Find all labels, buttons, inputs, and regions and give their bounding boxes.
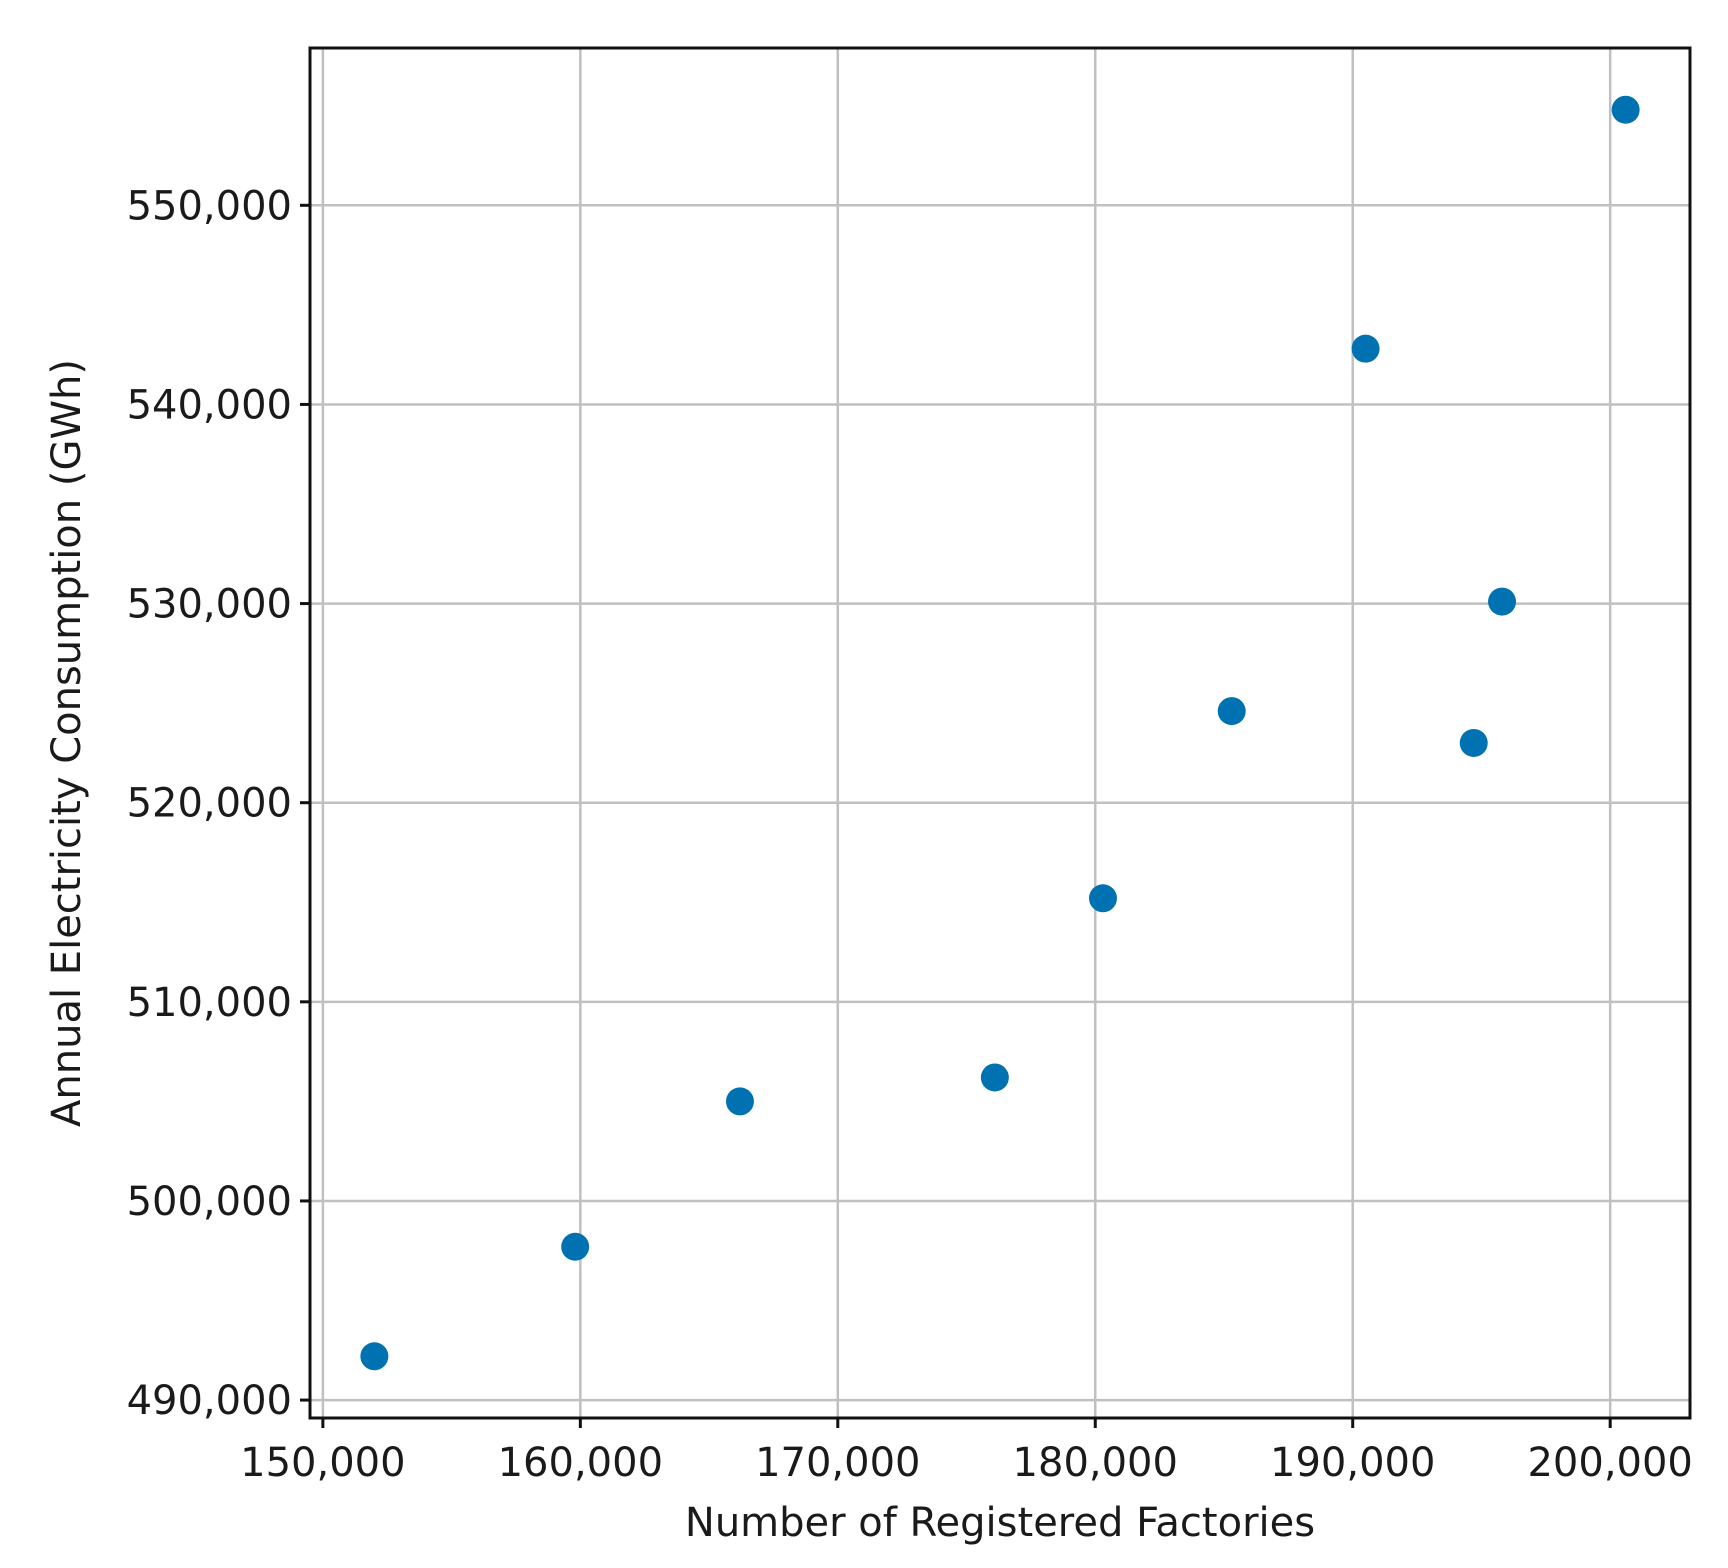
x-tick-label: 180,000 bbox=[1013, 1440, 1178, 1486]
y-tick-label: 510,000 bbox=[127, 980, 292, 1026]
data-point bbox=[1351, 334, 1380, 363]
x-tick-label: 200,000 bbox=[1527, 1440, 1692, 1486]
grid-layer bbox=[310, 48, 1690, 1418]
points-layer bbox=[360, 95, 1640, 1371]
x-tick-label: 170,000 bbox=[755, 1440, 920, 1486]
data-point bbox=[980, 1063, 1009, 1092]
y-tick-label: 540,000 bbox=[127, 382, 292, 428]
plot-frame bbox=[308, 46, 1692, 1420]
data-point bbox=[360, 1342, 389, 1371]
x-tick-label: 150,000 bbox=[240, 1440, 405, 1486]
y-tick-label: 530,000 bbox=[127, 582, 292, 628]
y-axis-title: Annual Electricity Consumption (GWh) bbox=[44, 359, 90, 1127]
data-point bbox=[1217, 697, 1246, 726]
y-tick-label: 520,000 bbox=[127, 781, 292, 827]
data-point bbox=[1088, 884, 1117, 913]
data-point bbox=[561, 1232, 590, 1261]
y-tick-label: 550,000 bbox=[127, 183, 292, 229]
data-point bbox=[1611, 95, 1640, 124]
data-point bbox=[1459, 728, 1488, 757]
x-tick-label: 160,000 bbox=[498, 1440, 663, 1486]
y-tick-label: 490,000 bbox=[127, 1378, 292, 1424]
data-point bbox=[1488, 587, 1517, 616]
y-tick-label: 500,000 bbox=[127, 1179, 292, 1225]
x-axis-title: Number of Registered Factories bbox=[685, 1500, 1315, 1546]
ticks-layer: 150,000 160,000 170,000 180,000 190,000 200,0… bbox=[127, 183, 1693, 1486]
x-tick-label: 190,000 bbox=[1270, 1440, 1435, 1486]
data-point bbox=[725, 1087, 754, 1116]
